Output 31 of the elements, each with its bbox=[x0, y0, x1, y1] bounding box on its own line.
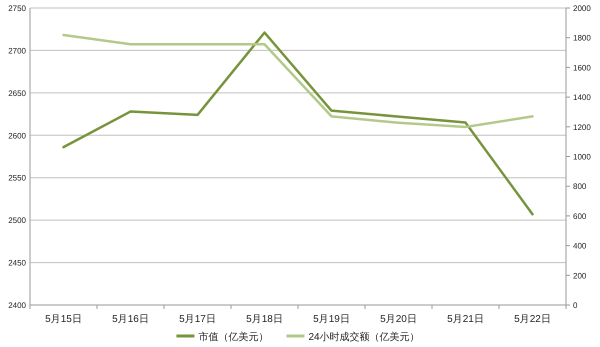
x-tick-label: 5月17日 bbox=[179, 314, 216, 325]
y-tick-label: 2400 bbox=[8, 301, 27, 310]
x-tick-label: 5月16日 bbox=[112, 314, 149, 325]
y-tick-label: 2450 bbox=[8, 258, 27, 268]
y2-tick-label: 1000 bbox=[573, 152, 592, 162]
x-tick-label: 5月15日 bbox=[45, 314, 82, 325]
x-tick-label: 5月20日 bbox=[380, 314, 417, 325]
y-tick-label: 2700 bbox=[8, 46, 27, 56]
line-series bbox=[62, 34, 534, 128]
y-tick-label: 2500 bbox=[8, 216, 27, 226]
y2-tick-label: 1200 bbox=[573, 122, 592, 132]
legend-label: 市值（亿美元） bbox=[198, 331, 268, 343]
y-tick-label: 2650 bbox=[8, 88, 27, 98]
y2-tick-label: 2000 bbox=[573, 4, 592, 13]
y2-tick-label: 1600 bbox=[573, 63, 592, 72]
y-tick-label: 2600 bbox=[8, 131, 27, 140]
y2-tick-label: 800 bbox=[573, 182, 587, 192]
y-tick-label: 2750 bbox=[8, 4, 27, 13]
x-tick-label: 5月21日 bbox=[447, 314, 484, 325]
y2-tick-label: 1400 bbox=[573, 93, 592, 102]
x-tick-label: 5月18日 bbox=[246, 314, 283, 325]
x-tick-label: 5月19日 bbox=[313, 314, 350, 325]
x-tick-label: 5月22日 bbox=[514, 314, 551, 325]
y2-tick-label: 0 bbox=[573, 301, 578, 310]
y-tick-label: 2550 bbox=[8, 174, 27, 183]
legend-label: 24小时成交额（亿美元） bbox=[308, 331, 420, 343]
y2-tick-label: 600 bbox=[573, 212, 587, 221]
y2-tick-label: 400 bbox=[573, 242, 587, 251]
y2-tick-label: 1800 bbox=[573, 34, 592, 43]
y2-tick-label: 200 bbox=[573, 271, 587, 280]
line-series bbox=[62, 31, 534, 216]
